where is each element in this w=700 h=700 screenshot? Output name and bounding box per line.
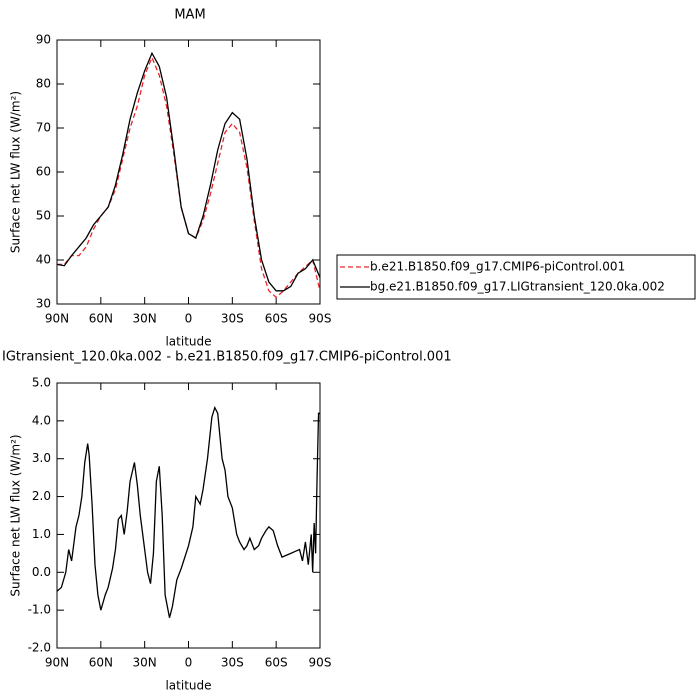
y-tick-label: 70 [36,121,51,135]
x-tick-label: 30S [221,312,244,326]
x-tick-label: 90N [45,312,69,326]
y-axis-label: Surface net LW flux (W/m²) [9,91,23,253]
y-tick-label: 90 [36,33,51,47]
legend-label: bg.e21.B1850.f09_g17.LIGtransient_120.0k… [370,280,665,294]
legend-label: b.e21.B1850.f09_g17.CMIP6-piControl.001 [370,260,625,274]
y-tick-label: 3.0 [32,451,51,465]
x-tick-label: 90S [309,312,332,326]
x-tick-label: 60S [265,312,288,326]
x-tick-label: 30N [133,656,157,670]
y-tick-label: -2.0 [28,641,51,655]
y-tick-label: 1.0 [32,527,51,541]
y-tick-label: 4.0 [32,413,51,427]
y-tick-label: 60 [36,165,51,179]
x-tick-label: 30N [133,312,157,326]
x-tick-label: 90N [45,656,69,670]
x-tick-label: 0 [185,312,193,326]
x-tick-label: 60S [265,656,288,670]
chart-title: MAM [174,8,205,23]
y-tick-label: -1.0 [28,603,51,617]
x-axis-label: latitude [165,679,211,693]
plot-frame [56,39,321,305]
y-axis-label: Surface net LW flux (W/m²) [9,434,23,596]
x-tick-label: 30S [221,656,244,670]
data-line [56,405,320,618]
data-line [56,51,321,292]
y-tick-label: 5.0 [32,376,51,390]
x-tick-label: 60N [89,656,113,670]
y-tick-label: 2.0 [32,489,51,503]
y-tick-label: 40 [36,253,51,267]
y-tick-label: 80 [36,77,51,91]
x-tick-label: 60N [89,312,113,326]
x-axis-label: latitude [165,335,211,349]
legend-box [336,254,696,300]
chart-title: IGtransient_120.0ka.002 - b.e21.B1850.f0… [2,350,452,365]
x-tick-label: 90S [309,656,332,670]
y-tick-label: 50 [36,209,51,223]
plot-frame [56,382,321,649]
y-tick-label: 30 [36,297,51,311]
x-tick-label: 0 [185,656,193,670]
y-tick-label: 0.0 [32,565,51,579]
data-line [57,55,321,299]
